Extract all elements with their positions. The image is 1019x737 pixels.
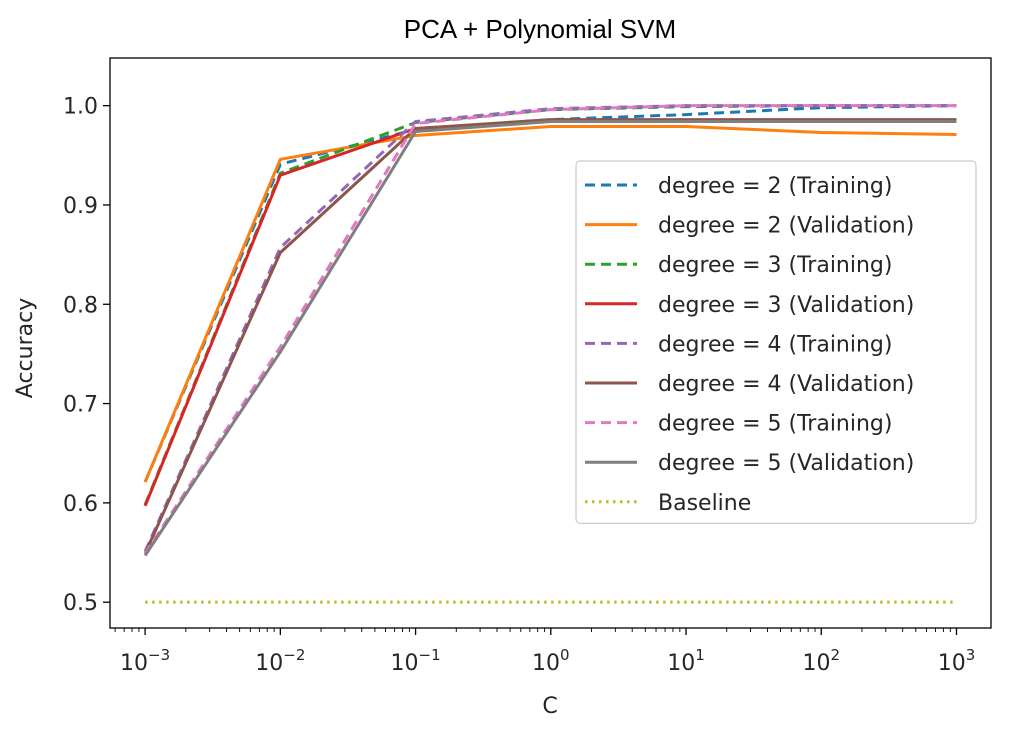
x-tick-label: 100 <box>532 646 570 676</box>
legend-label: degree = 2 (Training) <box>658 174 892 199</box>
y-tick-label: 0.5 <box>63 591 98 616</box>
legend-label: degree = 5 (Validation) <box>658 451 914 476</box>
series-line-3 <box>143 104 957 506</box>
x-axis-label: C <box>542 694 557 719</box>
y-tick-label: 0.7 <box>63 393 98 418</box>
x-axis: 10−3 10−2 10−1 100 101 102 103 <box>114 628 976 676</box>
y-tick-label: 0.6 <box>63 492 98 517</box>
legend-label: degree = 4 (Validation) <box>658 372 914 397</box>
y-axis: 0.5 0.6 0.7 0.8 0.9 1.0 <box>63 95 110 616</box>
series-line-6 <box>143 118 957 555</box>
legend-label: degree = 2 (Validation) <box>658 214 914 239</box>
series-line-2 <box>143 125 957 483</box>
x-tick-label: 101 <box>667 646 705 676</box>
series-layer <box>143 104 957 604</box>
legend-box <box>575 160 977 524</box>
x-tick-label: 10−3 <box>120 646 170 676</box>
y-tick-label: 1.0 <box>63 95 98 120</box>
x-tick-label: 102 <box>802 646 840 676</box>
legend-label: degree = 3 (Validation) <box>658 293 914 318</box>
y-axis-label: Accuracy <box>13 298 38 398</box>
series-line-8 <box>143 120 957 557</box>
series-line-7 <box>143 104 957 555</box>
legend-label: degree = 5 (Training) <box>658 412 892 437</box>
x-tick-label: 103 <box>938 646 976 676</box>
legend-label: Baseline <box>658 491 751 516</box>
legend-label: degree = 4 (Training) <box>658 332 892 357</box>
series-line-1 <box>143 104 957 483</box>
chart-title: PCA + Polynomial SVM <box>404 14 676 44</box>
legend-label: degree = 3 (Training) <box>658 253 892 278</box>
x-tick-label: 10−2 <box>255 646 305 676</box>
x-tick-label: 10−1 <box>391 646 441 676</box>
y-tick-label: 0.9 <box>63 194 98 219</box>
legend: degree = 2 (Training) degree = 2 (Validat… <box>575 160 977 524</box>
y-tick-label: 0.8 <box>63 293 98 318</box>
